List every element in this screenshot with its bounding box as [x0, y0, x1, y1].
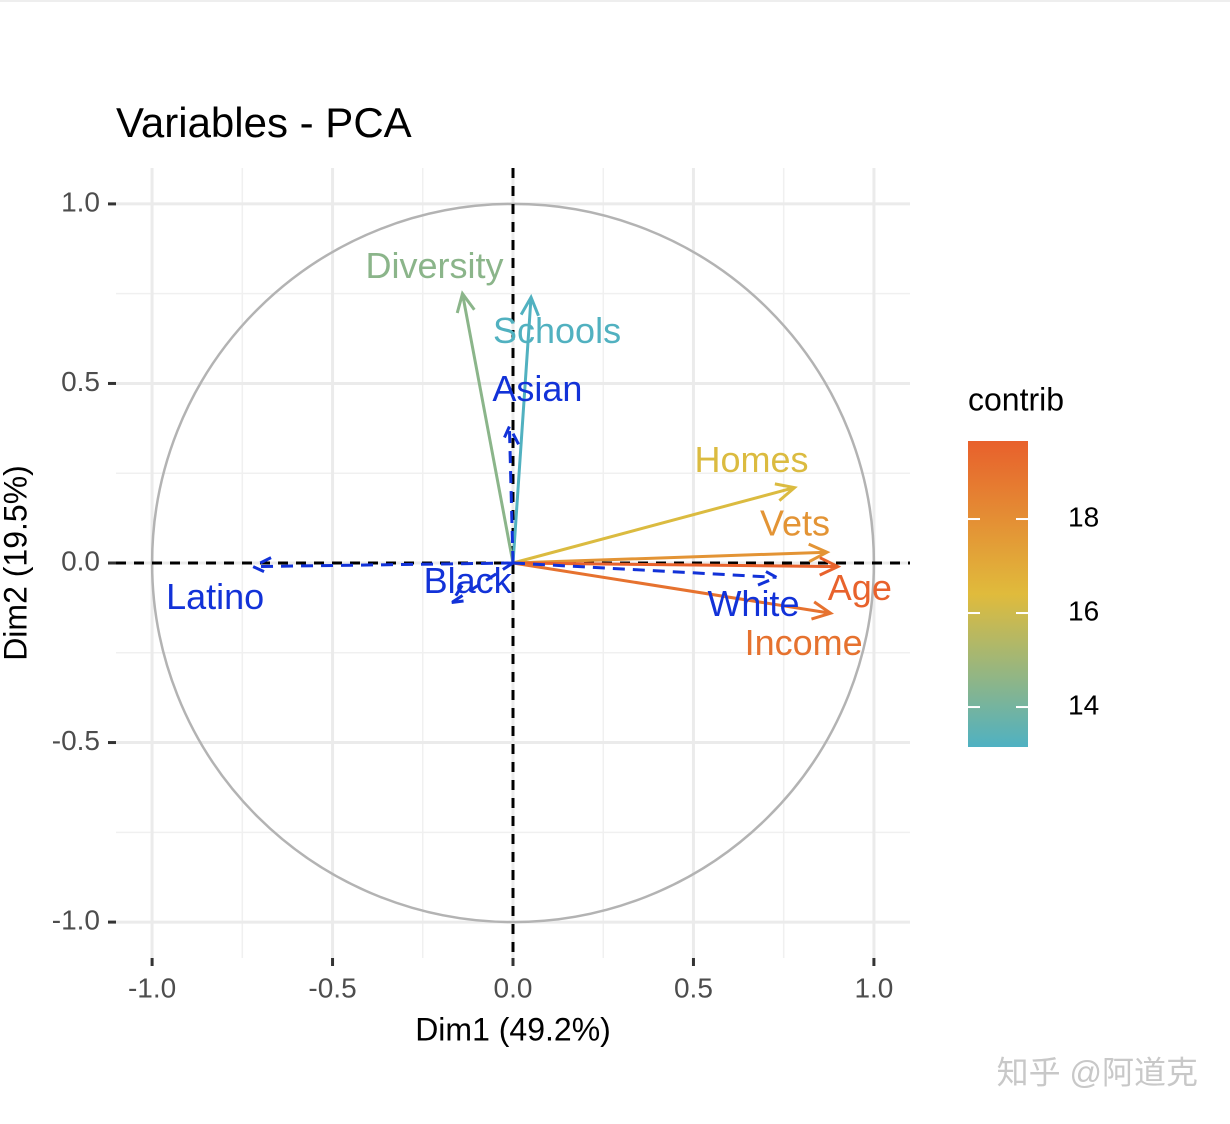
y-tick-label: 0.5	[61, 366, 100, 397]
legend-title: contrib	[968, 381, 1064, 417]
supplementary-arrow-line	[448, 561, 514, 605]
x-tick-label: 0.5	[674, 972, 713, 1003]
variable-label: Homes	[694, 439, 808, 480]
variable-arrow	[512, 542, 831, 565]
supplementary-arrow-line	[499, 423, 520, 564]
variable-arrow-line	[512, 556, 842, 577]
y-axis-label: Dim2 (19.5%)	[0, 465, 33, 661]
chart-title: Variables - PCA	[116, 99, 412, 146]
supplementary-arrow-line	[512, 561, 780, 587]
supplementary-label: Asian	[492, 368, 582, 409]
x-tick-label: 1.0	[854, 972, 893, 1003]
y-tick-label: 0.0	[61, 545, 100, 576]
variable-arrow	[455, 290, 515, 564]
supplementary-arrow-line	[249, 556, 514, 577]
legend-tick-label: 14	[1068, 689, 1099, 720]
supplementary-arrow	[448, 561, 514, 605]
variable-arrow-line	[512, 542, 831, 565]
x-tick-label: 0.0	[494, 972, 533, 1003]
variable-label: Diversity	[365, 245, 503, 286]
supplementary-label: White	[707, 583, 799, 624]
x-axis-label: Dim1 (49.2%)	[415, 1011, 611, 1047]
legend-colorbar	[968, 441, 1028, 747]
variable-arrow-line	[511, 293, 540, 564]
variable-arrow	[512, 482, 798, 565]
variable-arrow-line	[512, 561, 835, 621]
variable-arrow	[512, 556, 842, 577]
watermark: 知乎 @阿道克	[997, 1054, 1198, 1090]
variable-arrow-line	[455, 290, 515, 564]
y-tick-label: 1.0	[61, 186, 100, 217]
y-tick-label: -0.5	[52, 725, 100, 756]
variable-arrow	[512, 561, 835, 621]
variable-arrow-line	[512, 482, 798, 565]
supplementary-arrow	[512, 561, 780, 587]
supplementary-label: Black	[424, 560, 513, 601]
x-tick-label: -1.0	[128, 972, 176, 1003]
variable-label: Income	[745, 622, 863, 663]
y-tick-label: -1.0	[52, 904, 100, 935]
supplementary-arrow	[249, 556, 514, 577]
legend-tick-label: 16	[1068, 595, 1099, 626]
variable-arrow	[511, 293, 540, 564]
variable-label: Vets	[760, 503, 830, 544]
supplementary-label: Latino	[166, 576, 264, 617]
x-tick-label: -0.5	[308, 972, 356, 1003]
legend-tick-label: 18	[1068, 501, 1099, 532]
variable-label: Schools	[493, 310, 621, 351]
variable-label: Age	[828, 567, 892, 608]
supplementary-arrow	[499, 423, 520, 564]
